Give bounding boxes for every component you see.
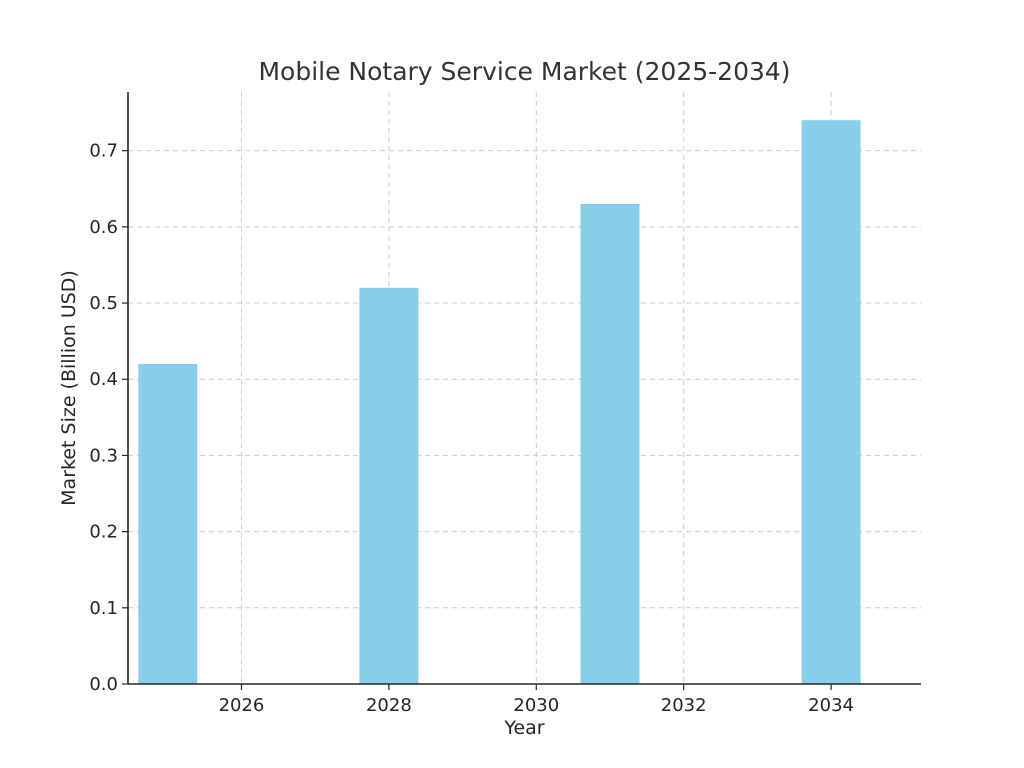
bar-2034 [801,120,861,684]
x-tick-label-2034: 2034 [808,695,854,716]
x-axis-label: Year [503,717,544,739]
chart-title: Mobile Notary Service Market (2025-2034) [258,57,790,86]
y-tick-label-2: 0.2 [89,522,118,543]
y-tick-label-4: 0.4 [89,369,118,390]
bar-2025 [138,364,198,684]
bars [138,120,861,684]
y-tick-label-6: 0.6 [89,217,118,238]
x-tick-label-2030: 2030 [513,695,559,716]
bar-2028 [359,287,419,684]
y-tick-label-1: 0.1 [89,598,118,619]
grid-lines [128,92,921,684]
x-ticks: 2026 2028 2030 2032 2034 [219,684,854,716]
bar-2031 [580,204,640,684]
y-ticks: 0.0 0.1 0.2 0.3 0.4 0.5 0.6 0.7 [89,141,128,695]
y-axis-label: Market Size (Billion USD) [58,270,80,506]
y-tick-label-7: 0.7 [89,141,118,162]
y-tick-label-5: 0.5 [89,293,118,314]
axes [127,92,921,685]
x-tick-label-2032: 2032 [661,695,707,716]
y-tick-label-3: 0.3 [89,445,118,466]
x-tick-label-2028: 2028 [366,695,412,716]
x-tick-label-2026: 2026 [219,695,265,716]
y-tick-label-0: 0.0 [89,674,118,695]
